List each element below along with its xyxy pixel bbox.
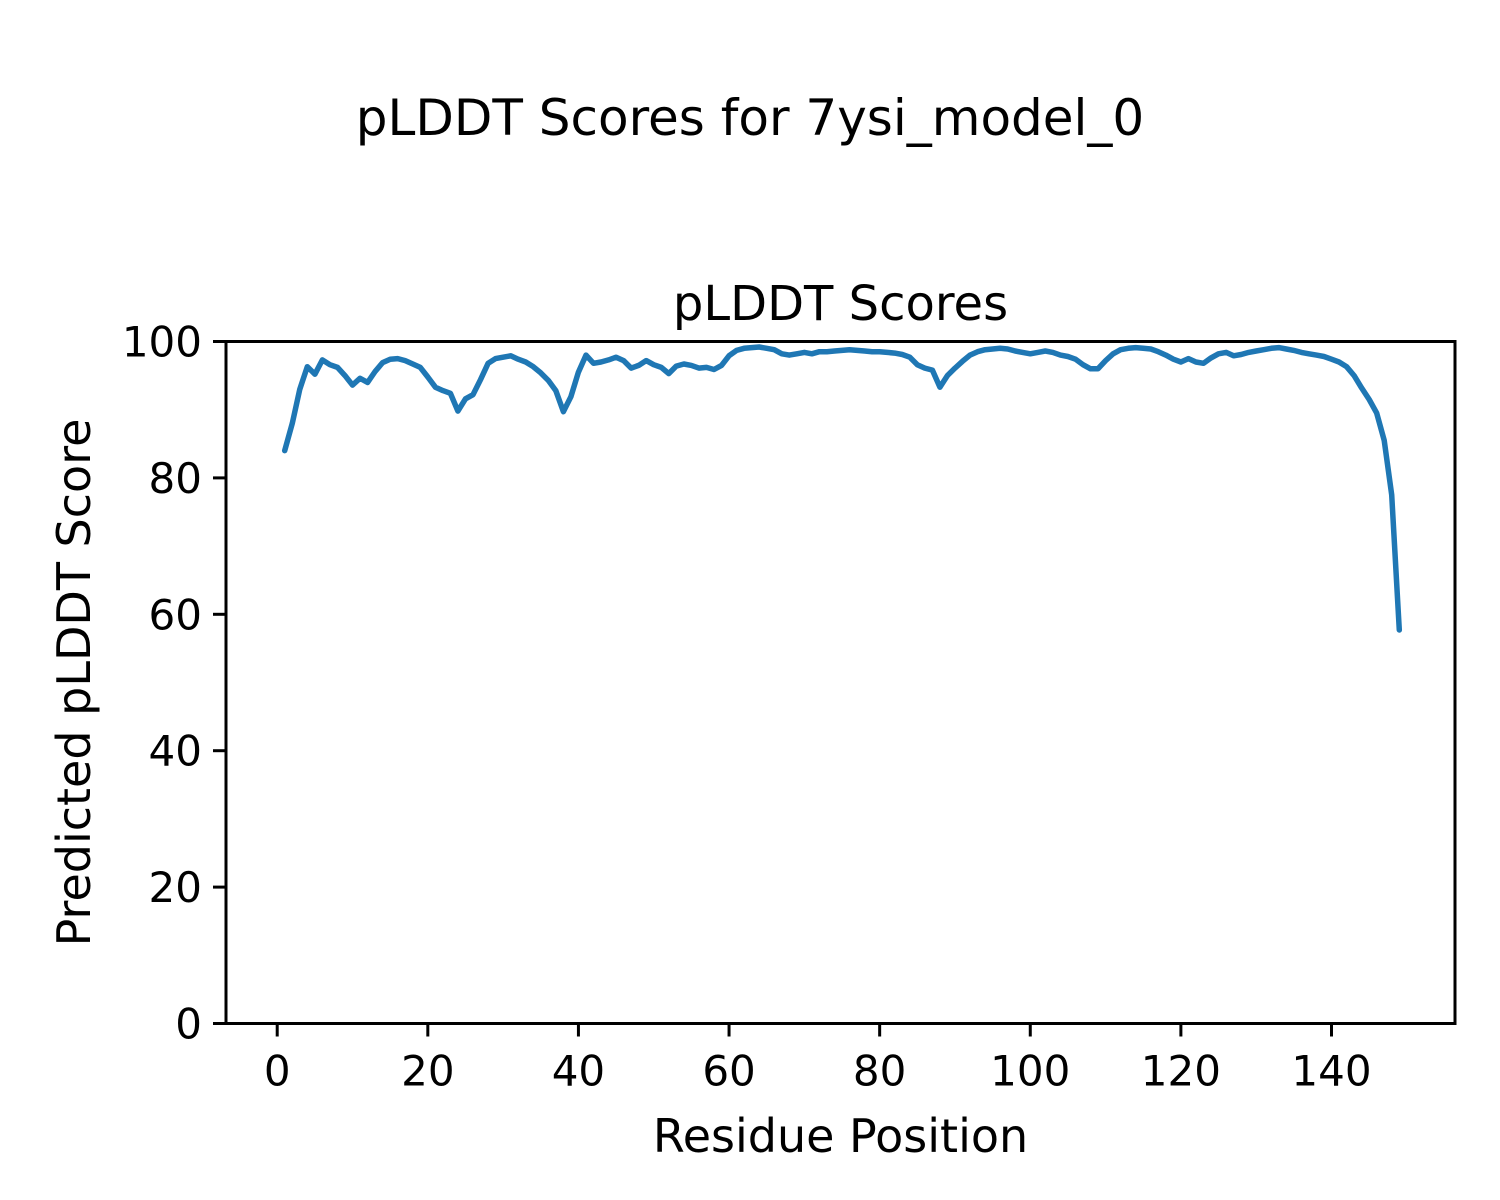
- y-tick-label: 40: [149, 727, 202, 776]
- axes-spines: [224, 340, 1457, 1025]
- x-tick-label: 40: [552, 1047, 605, 1096]
- axis-ticks-layer: 0 20 40 60 80 100 120 140 0 20 40 60 80 100: [122, 318, 1372, 1096]
- y-axis-label: Predicted pLDDT Score: [47, 419, 101, 947]
- y-tick-label: 20: [149, 863, 202, 912]
- y-tick-label: 80: [149, 454, 202, 503]
- x-tick-label: 120: [1141, 1047, 1221, 1096]
- y-tick-label: 60: [149, 590, 202, 639]
- axes-title: pLDDT Scores: [673, 276, 1008, 332]
- x-tick-label: 100: [990, 1047, 1070, 1096]
- x-tick-label: 0: [264, 1047, 291, 1096]
- series-layer: [281, 344, 1403, 633]
- x-tick-label: 60: [702, 1047, 755, 1096]
- x-tick-label: 80: [853, 1047, 906, 1096]
- y-tick-label: 100: [122, 318, 202, 367]
- plddt-line: [281, 344, 1403, 633]
- x-tick-label: 140: [1291, 1047, 1371, 1096]
- plot-area-background: [226, 341, 1455, 1024]
- x-tick-label: 20: [401, 1047, 454, 1096]
- figure-suptitle: pLDDT Scores for 7ysi_model_0: [356, 89, 1145, 147]
- y-tick-label: 0: [175, 1000, 202, 1049]
- x-axis-label: Residue Position: [653, 1109, 1028, 1163]
